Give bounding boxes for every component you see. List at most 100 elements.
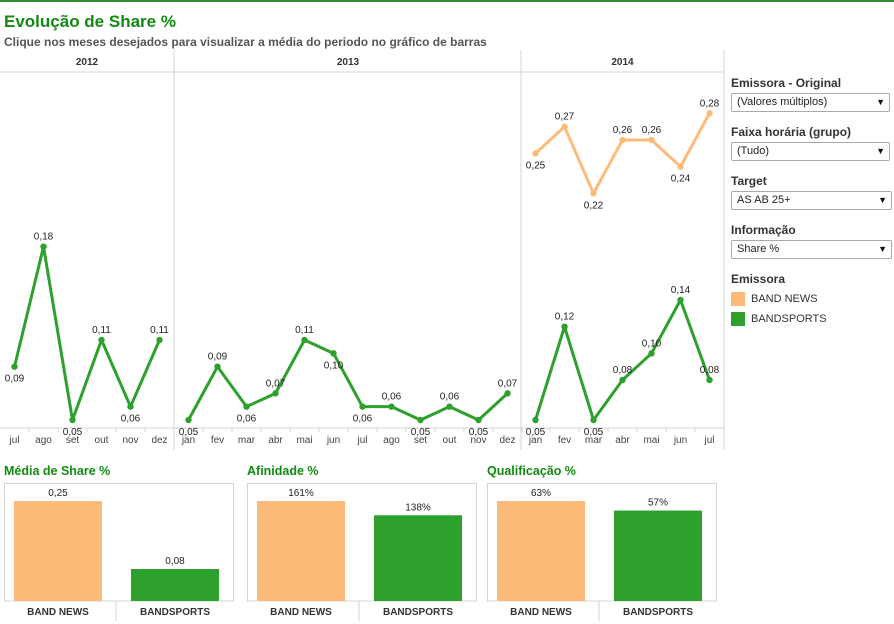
data-label: 0,05 xyxy=(526,427,546,438)
data-point xyxy=(40,243,47,250)
month-tick-label: out xyxy=(443,435,457,446)
data-label: 0,06 xyxy=(121,414,141,425)
month-tick-label: jan xyxy=(181,435,195,446)
data-point xyxy=(677,163,684,170)
data-label: 0,25 xyxy=(526,160,546,171)
data-point xyxy=(648,350,655,357)
bar-bandsports xyxy=(614,510,702,601)
dropdown-arrow-icon[interactable]: ▼ xyxy=(878,244,887,254)
data-point xyxy=(532,416,539,424)
bar-value-label: 0,08 xyxy=(165,556,185,567)
data-point xyxy=(590,190,597,197)
series-line-bandsports xyxy=(13,245,161,422)
month-tick-label: mai xyxy=(296,435,312,446)
afinidade-bar-chart[interactable]: 161% BAND NEWS 138% BANDSPORTS xyxy=(247,483,477,623)
legend-item-band-news[interactable]: BAND NEWS xyxy=(731,289,891,309)
dropdown-value: Share % xyxy=(737,243,780,255)
dropdown-arrow-icon[interactable]: ▼ xyxy=(876,97,885,107)
media-share-bar-chart[interactable]: 0,25 BAND NEWS 0,08 BANDSPORTS xyxy=(4,483,234,623)
month-tick-label: jun xyxy=(673,435,687,446)
filters-panel: Emissora - Original (Valores múltiplos) … xyxy=(731,76,892,329)
data-label: 0,07 xyxy=(498,378,518,389)
informacao-dropdown[interactable]: Share % ▼ xyxy=(731,240,892,259)
legend-swatch xyxy=(731,312,745,326)
month-tick-label: jan xyxy=(528,435,542,446)
data-label: 0,05 xyxy=(411,427,431,438)
page-subtitle: Clique nos meses desejados para visualiz… xyxy=(4,35,487,49)
bar-category-label: BAND NEWS xyxy=(27,607,89,618)
filter-label: Informação xyxy=(731,223,796,237)
data-label: 0,08 xyxy=(613,365,633,376)
year-header-2012: 2012 xyxy=(76,57,99,68)
month-tick-label: jun xyxy=(326,435,340,446)
data-point xyxy=(677,296,684,304)
data-point xyxy=(98,336,105,344)
legend: Emissora BAND NEWS BANDSPORTS xyxy=(731,272,891,329)
bar-plot-frame xyxy=(487,483,717,602)
dropdown-arrow-icon[interactable]: ▼ xyxy=(876,146,885,156)
filter-faixa-horaria: Faixa horária (grupo) (Tudo) ▼ xyxy=(731,125,891,161)
month-tick-label: abr xyxy=(268,435,283,446)
month-tick-label: mai xyxy=(643,435,659,446)
data-point xyxy=(619,136,626,144)
data-point xyxy=(706,376,713,384)
data-point xyxy=(272,390,279,397)
data-label: 0,26 xyxy=(613,125,633,136)
share-line-chart[interactable]: 2012 jul ago set out nov dez 0,09 0,18 0,05 0,11 0,… xyxy=(0,50,726,452)
dropdown-value: AS AB 25+ xyxy=(737,194,791,206)
filter-informacao: Informação Share % ▼ xyxy=(731,223,892,259)
bar-band-news xyxy=(497,501,585,601)
filter-label: Faixa horária (grupo) xyxy=(731,125,852,139)
data-label: 0,18 xyxy=(34,232,54,243)
data-label: 0,05 xyxy=(63,427,83,438)
bar-title-qualificacao: Qualificação % xyxy=(487,464,576,478)
data-label: 0,06 xyxy=(237,414,257,425)
data-point xyxy=(69,416,76,424)
month-tick-label: nov xyxy=(122,435,138,446)
data-point xyxy=(504,390,511,397)
data-point xyxy=(330,350,337,357)
month-tick-label: fev xyxy=(211,435,224,446)
filter-target: Target AS AB 25+ ▼ xyxy=(731,174,892,210)
data-point xyxy=(388,403,395,410)
data-point xyxy=(475,416,482,424)
data-point xyxy=(185,416,192,424)
target-dropdown[interactable]: AS AB 25+ ▼ xyxy=(731,191,892,210)
dropdown-arrow-icon[interactable]: ▼ xyxy=(878,195,887,205)
dropdown-value: (Tudo) xyxy=(737,145,769,157)
emissora-original-dropdown[interactable]: (Valores múltiplos) ▼ xyxy=(731,93,890,112)
data-label: 0,09 xyxy=(208,352,228,363)
bar-category-label: BAND NEWS xyxy=(510,607,572,618)
legend-item-bandsports[interactable]: BANDSPORTS xyxy=(731,309,891,329)
qualificacao-bar-chart[interactable]: 63% BAND NEWS 57% BANDSPORTS xyxy=(487,483,717,623)
month-tick-label: abr xyxy=(615,435,630,446)
month-tick-label: mar xyxy=(585,435,603,446)
month-tick-label: fev xyxy=(558,435,571,446)
bar-plot-frame xyxy=(247,483,477,602)
year-header-2013: 2013 xyxy=(337,57,360,68)
data-label: 0,10 xyxy=(324,360,344,371)
data-point xyxy=(359,403,366,410)
data-label: 0,05 xyxy=(584,427,604,438)
bar-value-label: 138% xyxy=(405,502,431,513)
data-label: 0,05 xyxy=(469,427,489,438)
data-point xyxy=(648,136,655,144)
faixa-horaria-dropdown[interactable]: (Tudo) ▼ xyxy=(731,142,890,161)
data-label: 0,08 xyxy=(700,365,720,376)
month-tick-label: jul xyxy=(8,435,19,446)
data-label: 0,11 xyxy=(92,325,111,336)
data-label: 0,05 xyxy=(179,427,199,438)
data-label: 0,27 xyxy=(555,112,575,123)
bar-bandsports xyxy=(131,569,219,601)
bar-plot-frame xyxy=(4,483,234,602)
filter-label: Emissora - Original xyxy=(731,76,842,90)
data-label: 0,11 xyxy=(295,325,314,336)
data-label: 0,26 xyxy=(642,125,662,136)
data-label: 0,07 xyxy=(266,378,286,389)
legend-title: Emissora xyxy=(731,272,786,286)
month-tick-label: dez xyxy=(151,435,167,446)
month-tick-label: dez xyxy=(499,435,515,446)
legend-label: BANDSPORTS xyxy=(751,313,827,325)
data-point xyxy=(619,376,626,384)
data-point xyxy=(561,123,568,130)
